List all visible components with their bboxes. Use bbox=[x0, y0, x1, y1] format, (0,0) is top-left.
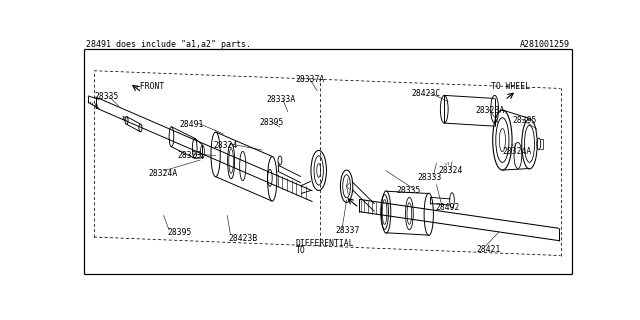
Text: 28323A: 28323A bbox=[476, 106, 504, 115]
Text: 28337: 28337 bbox=[336, 227, 360, 236]
Text: 28333A: 28333A bbox=[266, 95, 295, 105]
Text: 28324: 28324 bbox=[438, 166, 463, 175]
Text: 28491: 28491 bbox=[179, 120, 204, 129]
Text: 28323: 28323 bbox=[178, 151, 202, 160]
Text: 28423C: 28423C bbox=[412, 89, 441, 98]
Text: 28395: 28395 bbox=[260, 118, 284, 127]
Text: °²: °² bbox=[510, 144, 517, 149]
Text: 28337A: 28337A bbox=[296, 76, 324, 84]
Text: 28395: 28395 bbox=[168, 228, 192, 237]
Text: 28421: 28421 bbox=[477, 245, 501, 254]
Text: 28395: 28395 bbox=[513, 116, 537, 125]
Text: 28423B: 28423B bbox=[229, 234, 258, 243]
Text: 28333: 28333 bbox=[418, 172, 442, 181]
Text: 28335: 28335 bbox=[396, 186, 420, 195]
Text: TO: TO bbox=[296, 246, 305, 255]
Text: TO WHEEL: TO WHEEL bbox=[491, 82, 530, 91]
Text: 28324A: 28324A bbox=[148, 169, 177, 178]
Text: DIFFERENTIAL: DIFFERENTIAL bbox=[296, 239, 354, 249]
Text: A281001259: A281001259 bbox=[520, 40, 570, 49]
Text: 28335: 28335 bbox=[94, 92, 118, 101]
Text: 28324A: 28324A bbox=[502, 147, 532, 156]
Text: °¹: °¹ bbox=[443, 163, 450, 168]
Text: 28491 does include "a1,a2" parts.: 28491 does include "a1,a2" parts. bbox=[86, 40, 251, 49]
Text: 28492: 28492 bbox=[435, 203, 460, 212]
Text: 28324: 28324 bbox=[213, 141, 237, 150]
Text: ←FRONT: ←FRONT bbox=[136, 82, 165, 91]
